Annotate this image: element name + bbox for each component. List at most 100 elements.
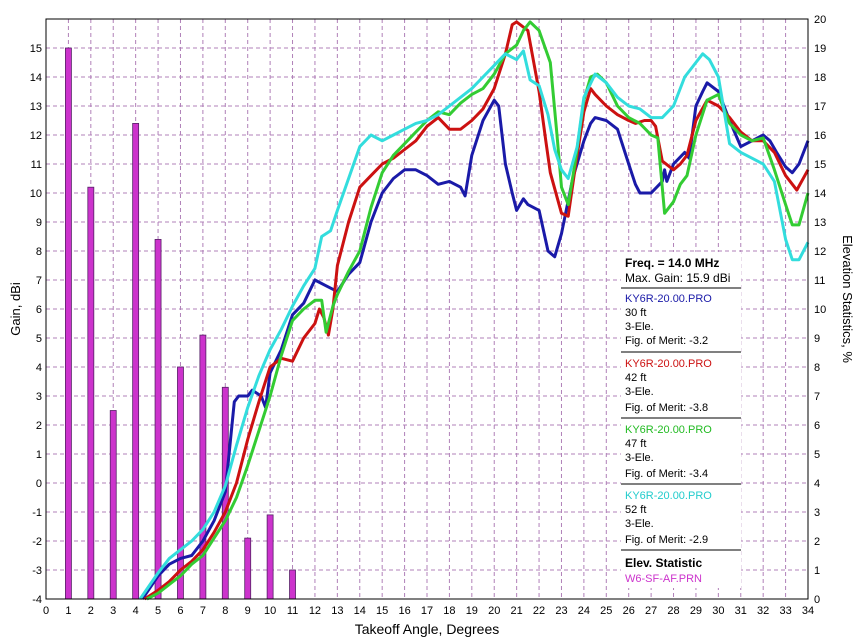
y-tick-label: -2 — [32, 536, 42, 548]
x-tick-label: 2 — [88, 605, 94, 617]
x-axis-label: Takeoff Angle, Degrees — [355, 621, 500, 637]
y2-tick-label: 14 — [814, 188, 826, 200]
series-line-2 — [143, 20, 810, 601]
x-tick-label: 6 — [177, 605, 183, 617]
x-tick-label: 17 — [421, 605, 433, 617]
legend-elev-title: Elev. Statistic — [625, 556, 702, 570]
series-line-1 — [141, 81, 810, 600]
x-tick-label: 25 — [600, 605, 612, 617]
y2-tick-label: 3 — [814, 507, 820, 519]
y2-tick-label: 9 — [814, 333, 820, 345]
legend-series-3-name: KY6R-20.00.PRO — [625, 424, 712, 436]
legend-series-4-name: KY6R-20.00.PRO — [625, 490, 712, 502]
statistic-bar — [266, 514, 274, 600]
y2-tick-label: 15 — [814, 159, 826, 171]
x-tick-label: 5 — [155, 605, 161, 617]
gain-curves — [138, 20, 810, 601]
y2-tick-label: 20 — [814, 14, 826, 26]
x-tick-label: 0 — [43, 605, 49, 617]
y-tick-label: 5 — [36, 333, 42, 345]
x-tick-label: 31 — [735, 605, 747, 617]
y-tick-label: 0 — [36, 478, 42, 490]
y-tick-label: 3 — [36, 391, 42, 403]
x-tick-label: 26 — [623, 605, 635, 617]
legend-box: Freq. = 14.0 MHz Max. Gain: 15.9 dBi KY6… — [621, 252, 741, 588]
statistic-bar — [109, 410, 117, 600]
y-tick-label: 11 — [31, 159, 42, 171]
y-tick-label: 9 — [36, 217, 42, 229]
x-tick-label: 32 — [757, 605, 769, 617]
x-tick-label: 28 — [667, 605, 679, 617]
x-tick-label: 11 — [287, 605, 298, 617]
y-tick-label: 7 — [36, 275, 42, 287]
x-tick-label: 34 — [802, 605, 814, 617]
legend-series-4-detail-3: Fig. of Merit: -2.9 — [625, 534, 708, 546]
y-tick-label: 13 — [30, 101, 42, 113]
legend-max-gain: Max. Gain: 15.9 dBi — [625, 271, 730, 285]
y2-tick-label: 2 — [814, 536, 820, 548]
y-tick-label: 8 — [36, 246, 42, 258]
y-axis-label: Gain, dBi — [8, 282, 23, 336]
x-tick-label: 14 — [354, 605, 366, 617]
y2-tick-label: 16 — [814, 130, 826, 142]
y-tick-label: -4 — [32, 594, 42, 606]
legend-series-3-detail-3: Fig. of Merit: -3.4 — [625, 468, 708, 480]
legend-elev-file: W6-SF-AF.PRN — [625, 573, 702, 585]
legend-series-2-detail-2: 3-Ele. — [625, 386, 654, 398]
y2-tick-label: 17 — [814, 101, 826, 113]
y2-tick-label: 7 — [814, 391, 820, 403]
statistic-bar — [177, 366, 184, 600]
x-tick-label: 3 — [110, 605, 116, 617]
plot-frame — [45, 18, 809, 600]
x-tick-label: 24 — [578, 605, 590, 617]
legend-series-1-detail-1: 30 ft — [625, 307, 646, 319]
statistic-bar — [132, 123, 140, 600]
legend-series-1-detail-2: 3-Ele. — [625, 321, 654, 333]
x-tick-label: 33 — [779, 605, 791, 617]
x-tick-label: 30 — [712, 605, 724, 617]
y2-tick-label: 18 — [814, 72, 826, 84]
x-tick-label: 20 — [488, 605, 500, 617]
legend-frequency: Freq. = 14.0 MHz — [625, 256, 719, 270]
x-tick-label: 12 — [309, 605, 321, 617]
x-tick-label: 8 — [222, 605, 228, 617]
statistic-bar — [289, 569, 296, 600]
y-tick-label: -1 — [32, 507, 42, 519]
y2-tick-label: 6 — [814, 420, 820, 432]
y-tick-label: 10 — [30, 188, 42, 200]
y-tick-label: 15 — [30, 43, 42, 55]
legend-series-1-name: KY6R-20.00.PRO — [625, 293, 712, 305]
statistic-bar — [199, 334, 207, 600]
legend-series-2-detail-3: Fig. of Merit: -3.8 — [625, 402, 708, 414]
y-tick-label: 14 — [30, 72, 42, 84]
x-tick-label: 7 — [200, 605, 206, 617]
legend-background — [621, 252, 741, 588]
legend-series-2-name: KY6R-20.00.PRO — [625, 358, 712, 370]
legend-series-4-detail-1: 52 ft — [625, 504, 646, 516]
x-tick-label: 15 — [376, 605, 388, 617]
x-tick-label: 18 — [443, 605, 455, 617]
y2-tick-label: 8 — [814, 362, 820, 374]
x-tick-label: 1 — [65, 605, 71, 617]
y2-axis-label: Elevation Statistics, % — [840, 235, 855, 363]
y-tick-label: 6 — [36, 304, 42, 316]
statistic-bar — [154, 238, 162, 600]
y2-tick-label: 13 — [814, 217, 826, 229]
y2-tick-label: 0 — [814, 594, 820, 606]
y-tick-label: 4 — [36, 362, 42, 374]
y2-tick-label: 4 — [814, 478, 820, 490]
y2-tick-label: 10 — [814, 304, 826, 316]
x-tick-label: 10 — [264, 605, 276, 617]
x-tick-label: 27 — [645, 605, 657, 617]
x-tick-label: 22 — [533, 605, 545, 617]
statistic-bar — [65, 47, 72, 600]
legend-series-2-detail-1: 42 ft — [625, 372, 646, 384]
x-tick-label: 29 — [690, 605, 702, 617]
x-tick-label: 23 — [555, 605, 567, 617]
statistic-bar — [87, 186, 95, 600]
series-line-4 — [138, 49, 810, 600]
legend-series-1-detail-3: Fig. of Merit: -3.2 — [625, 335, 708, 347]
y2-tick-label: 11 — [814, 275, 825, 287]
x-tick-label: 13 — [331, 605, 343, 617]
